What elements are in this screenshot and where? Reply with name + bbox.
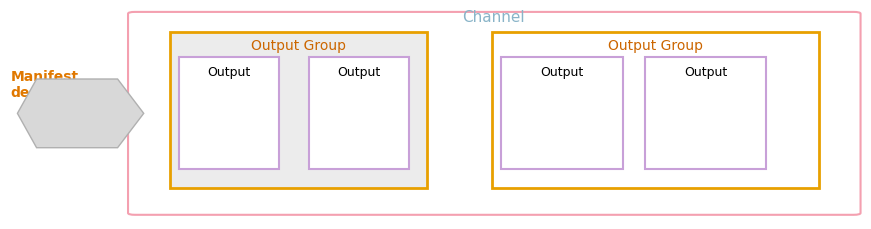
Text: Manifest
decoration: Manifest decoration (10, 70, 95, 100)
Text: Output Group: Output Group (608, 39, 703, 53)
Polygon shape (17, 79, 144, 148)
Text: Output: Output (684, 66, 727, 79)
Text: Output: Output (338, 66, 381, 79)
Text: Output: Output (540, 66, 584, 79)
FancyBboxPatch shape (492, 32, 819, 188)
FancyBboxPatch shape (179, 57, 279, 169)
Text: Output Group: Output Group (251, 39, 346, 53)
FancyBboxPatch shape (128, 12, 861, 215)
Text: Output: Output (207, 66, 250, 79)
FancyBboxPatch shape (501, 57, 623, 169)
FancyBboxPatch shape (170, 32, 427, 188)
FancyBboxPatch shape (645, 57, 766, 169)
Text: Channel: Channel (463, 10, 525, 25)
FancyBboxPatch shape (309, 57, 409, 169)
